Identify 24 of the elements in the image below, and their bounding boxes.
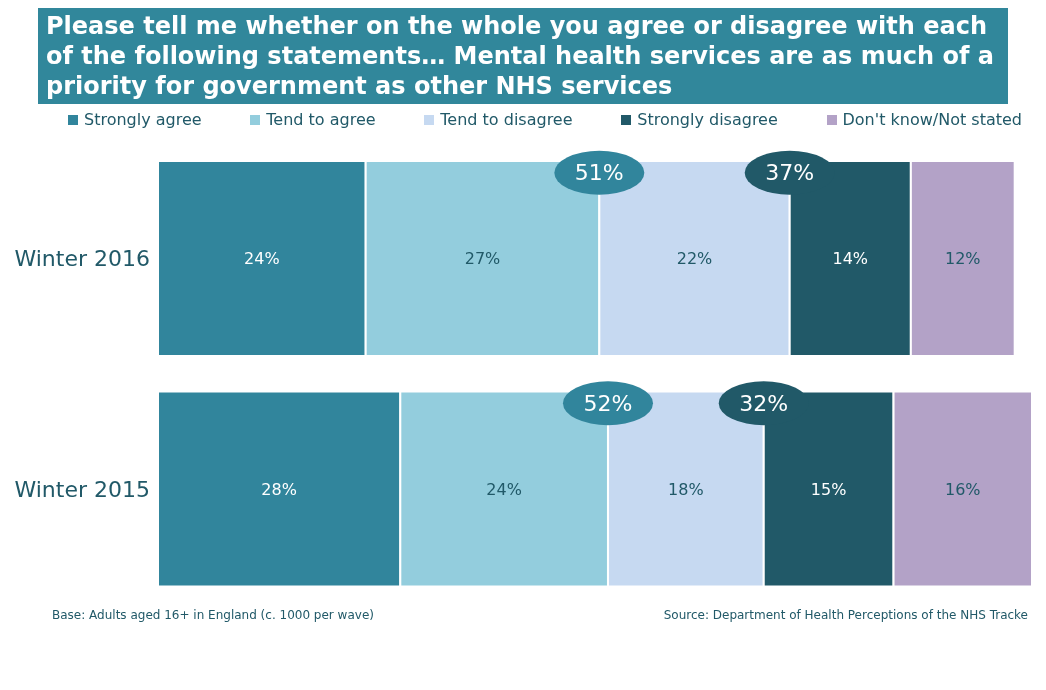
annotation: 37%	[765, 160, 815, 186]
data-label: 24%	[486, 479, 522, 499]
data-label: 15%	[810, 479, 847, 499]
chart-title: Please tell me whether on the whole you agree or disagree with each of the following statements… Mental health services are as much of a priority for government as other NHS services	[38, 8, 1008, 104]
legend-label: Strongly disagree	[636, 110, 778, 129]
data-label: 18%	[668, 479, 704, 499]
data-label: 28%	[261, 479, 297, 499]
data-label: 27%	[464, 249, 501, 268]
data-label: 24%	[244, 249, 280, 268]
data-label: 16%	[944, 479, 981, 499]
legend-label: Tend to disagree	[439, 110, 573, 129]
y-tick-label: Winter 2015	[14, 476, 150, 502]
series-label: Strongly agree	[83, 110, 202, 129]
y-tick-label: Winter 2016	[14, 246, 150, 272]
annotation: 51%	[574, 160, 624, 186]
annotation: 32%	[739, 390, 789, 416]
legend-label: Tend to agree	[265, 110, 376, 129]
annotation: 52%	[583, 390, 633, 416]
source-note: Source: Department of Health Perceptions of the NHS Tracke	[663, 608, 1028, 622]
data-label: 14%	[832, 249, 869, 268]
text: Base: Adults aged 16+ in England (c. 1000 per wave)	[52, 608, 374, 622]
data-label: 12%	[944, 249, 981, 268]
data-label: 22%	[676, 249, 713, 268]
legend-label: Don't know/Not stated	[841, 110, 1022, 129]
